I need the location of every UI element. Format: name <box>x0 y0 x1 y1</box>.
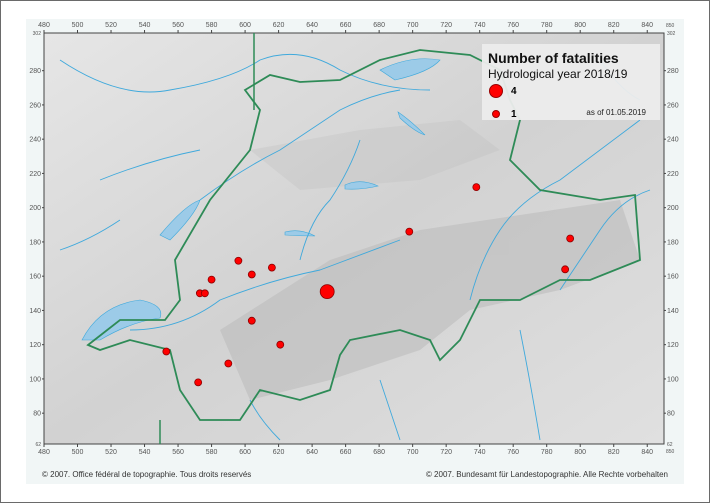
lake-neuchatel <box>159 199 201 241</box>
x-tick-top: 820 <box>608 22 620 29</box>
x-tick-top: 520 <box>105 22 117 29</box>
y-tick-right: 220 <box>667 171 679 178</box>
fatality-marker[interactable] <box>224 359 233 368</box>
x-tick-top: 740 <box>474 22 486 29</box>
x-tick-top: 480 <box>38 22 50 29</box>
x-tick-bottom: 740 <box>474 449 486 456</box>
x-tick-top: 540 <box>139 22 151 29</box>
fatality-marker[interactable] <box>319 284 335 299</box>
y-tick-right: 180 <box>667 239 679 246</box>
legend: Number of fatalities Hydrological year 2… <box>482 44 660 120</box>
x-tick-top: 640 <box>306 22 318 29</box>
fatality-marker[interactable] <box>276 340 285 349</box>
x-tick-top: 580 <box>206 22 218 29</box>
fatality-marker[interactable] <box>207 275 216 284</box>
country-border <box>86 49 641 421</box>
y-tick-left: 140 <box>29 308 41 315</box>
x-tick-top: 700 <box>407 22 419 29</box>
y-y-bottom-right: 62 <box>667 442 673 448</box>
legend-small-label: 1 <box>511 109 517 120</box>
y-tick-right: 280 <box>667 68 679 75</box>
fatality-marker[interactable] <box>405 227 414 236</box>
y-tick-left: 200 <box>29 205 41 212</box>
x-tick-top: 560 <box>172 22 184 29</box>
legend-title: Number of fatalities <box>488 50 619 66</box>
x-tick-bottom: 800 <box>574 449 586 456</box>
y-tick-right: 260 <box>667 102 679 109</box>
x-end-top: 850 <box>666 23 675 29</box>
y-tick-left: 80 <box>33 411 41 418</box>
x-tick-top: 680 <box>373 22 385 29</box>
legend-subtitle: Hydrological year 2018/19 <box>488 67 628 81</box>
y-tick-right: 200 <box>667 205 679 212</box>
lake-lucerne <box>344 181 379 190</box>
y-tick-left: 100 <box>29 376 41 383</box>
legend-large-marker <box>489 84 503 98</box>
relief <box>220 120 640 400</box>
fatality-marker[interactable] <box>247 270 256 279</box>
x-tick-bottom: 780 <box>541 449 553 456</box>
lake-constance <box>379 58 441 81</box>
fatality-marker[interactable] <box>566 234 575 243</box>
x-tick-bottom: 500 <box>72 449 84 456</box>
x-tick-bottom: 640 <box>306 449 318 456</box>
x-tick-bottom: 760 <box>507 449 519 456</box>
y-tick-left: 220 <box>29 171 41 178</box>
legend-large-label: 4 <box>511 86 517 97</box>
y-tick-right: 240 <box>667 137 679 144</box>
fatality-marker[interactable] <box>247 316 256 325</box>
lake-thun <box>284 230 316 237</box>
x-tick-bottom: 540 <box>139 449 151 456</box>
x-tick-top: 600 <box>239 22 251 29</box>
y-tick-left: 260 <box>29 102 41 109</box>
fatality-marker[interactable] <box>234 256 243 265</box>
x-tick-bottom: 580 <box>206 449 218 456</box>
y-tick-left: 240 <box>29 137 41 144</box>
y-y-bottom-left: 62 <box>35 442 41 448</box>
fatality-marker[interactable] <box>200 289 209 298</box>
x-tick-top: 800 <box>574 22 586 29</box>
y-tick-right: 100 <box>667 376 679 383</box>
x-tick-top: 760 <box>507 22 519 29</box>
y-y-top-left: 302 <box>33 31 42 37</box>
y-y-top-right: 302 <box>667 31 676 37</box>
x-tick-bottom: 720 <box>440 449 452 456</box>
fatality-marker[interactable] <box>162 347 171 356</box>
x-tick-bottom: 480 <box>38 449 50 456</box>
legend-date-note: as of 01.05.2019 <box>586 108 646 117</box>
x-tick-bottom: 520 <box>105 449 117 456</box>
y-tick-right: 160 <box>667 274 679 281</box>
x-tick-bottom: 560 <box>172 449 184 456</box>
x-tick-bottom: 680 <box>373 449 385 456</box>
footer-copyright-fr: © 2007. Office fédéral de topographie. T… <box>42 470 252 479</box>
x-tick-bottom: 660 <box>340 449 352 456</box>
y-tick-right: 80 <box>667 411 675 418</box>
x-end-bottom: 850 <box>666 449 675 455</box>
fatality-marker[interactable] <box>267 263 276 272</box>
y-tick-left: 160 <box>29 274 41 281</box>
x-tick-bottom: 620 <box>273 449 285 456</box>
x-tick-top: 620 <box>273 22 285 29</box>
fatality-marker[interactable] <box>194 378 203 387</box>
legend-small-marker <box>492 110 500 118</box>
y-tick-right: 140 <box>667 308 679 315</box>
lake-zurich <box>397 111 426 136</box>
footer-copyright-de: © 2007. Bundesamt für Landestopographie.… <box>425 470 668 479</box>
x-tick-top: 780 <box>541 22 553 29</box>
fatality-marker[interactable] <box>561 265 570 274</box>
x-tick-bottom: 820 <box>608 449 620 456</box>
x-tick-bottom: 600 <box>239 449 251 456</box>
y-tick-right: 120 <box>667 342 679 349</box>
x-tick-top: 660 <box>340 22 352 29</box>
y-tick-left: 120 <box>29 342 41 349</box>
x-tick-top: 500 <box>72 22 84 29</box>
x-tick-bottom: 840 <box>641 449 653 456</box>
x-tick-bottom: 700 <box>407 449 419 456</box>
fatality-marker[interactable] <box>472 183 481 192</box>
x-tick-top: 840 <box>641 22 653 29</box>
y-tick-left: 280 <box>29 68 41 75</box>
y-tick-left: 180 <box>29 239 41 246</box>
x-tick-top: 720 <box>440 22 452 29</box>
